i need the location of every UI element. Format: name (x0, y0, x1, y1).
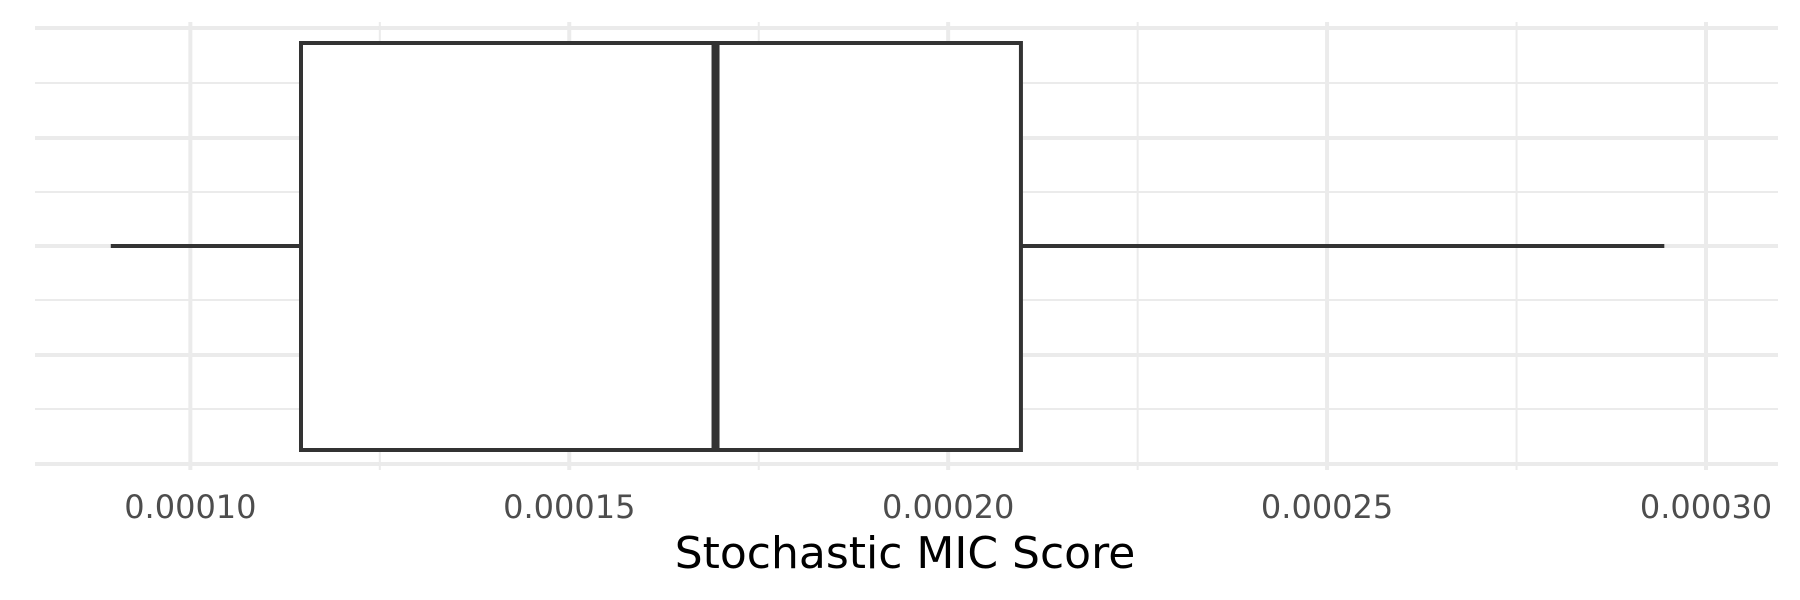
x-tick-label: 0.00015 (503, 488, 635, 526)
box-layer (110, 41, 1665, 452)
interquartile-box (298, 41, 1023, 452)
x-tick-label: 0.00025 (1261, 488, 1393, 526)
x-tick-label: 0.00020 (882, 488, 1014, 526)
x-axis-ticks: 0.00010 0.00015 0.00020 0.00025 0.00030 (124, 488, 1772, 526)
x-axis-title: Stochastic MIC Score (675, 528, 1136, 579)
x-tick-label: 0.00010 (124, 488, 256, 526)
x-tick-label: 0.00030 (1640, 488, 1772, 526)
